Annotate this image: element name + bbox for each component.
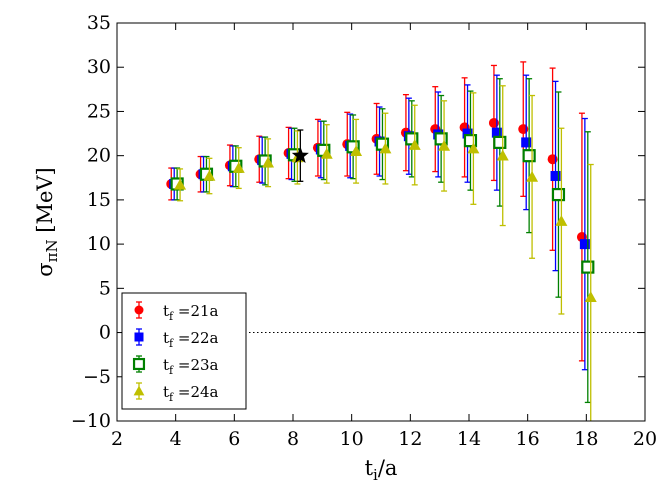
x-tick-label: 8 — [287, 428, 299, 450]
legend-entry: tf =22a — [134, 328, 219, 350]
x-tick-label: 12 — [398, 428, 422, 450]
y-tick-label: −10 — [71, 410, 111, 432]
data-point — [522, 149, 536, 163]
legend-label: tf =23a — [163, 356, 219, 377]
data-point — [463, 134, 478, 148]
legend-marker — [134, 332, 144, 342]
y-tick-label: 0 — [99, 322, 111, 344]
data-point — [434, 132, 448, 146]
data-point — [526, 170, 539, 182]
data-point — [550, 171, 561, 182]
y-tick-label: 30 — [87, 56, 111, 78]
legend-label: tf =22a — [163, 329, 219, 350]
x-tick-label: 6 — [228, 428, 240, 450]
data-point — [438, 139, 451, 151]
data-point — [467, 142, 480, 154]
legend-label: tf =21a — [163, 302, 219, 323]
data-point — [320, 147, 333, 159]
legend-label: tf =24a — [163, 383, 219, 404]
legend-marker — [134, 305, 144, 315]
data-point — [493, 135, 507, 149]
legend-entry: tf =23a — [132, 355, 219, 377]
y-tick-label: 5 — [99, 277, 111, 299]
data-point — [496, 149, 509, 161]
x-axis-label: ti/a — [365, 456, 398, 484]
data-point — [521, 137, 532, 148]
y-tick-label: 10 — [87, 233, 111, 255]
x-tick-label: 18 — [574, 428, 598, 450]
legend-entry: tf =24a — [133, 382, 219, 404]
data-point — [174, 178, 187, 190]
data-point — [579, 239, 590, 250]
x-tick-label: 4 — [170, 428, 182, 450]
x-tick-label: 2 — [111, 428, 123, 450]
x-tick-label: 10 — [340, 428, 364, 450]
y-tick-label: 25 — [87, 100, 111, 122]
data-point — [551, 187, 566, 202]
data-point — [232, 162, 245, 173]
data-point — [379, 142, 392, 154]
data-point — [555, 215, 568, 226]
x-tick-label: 14 — [457, 428, 481, 450]
highlight-point — [291, 129, 309, 182]
data-point — [462, 128, 473, 139]
plot-layer — [117, 61, 645, 421]
axis-ticks: 2 4 6 8 10 12 14 16 18 20 −10 −5 0 5 10 15 20 25 30 35 — [71, 12, 657, 450]
legend-entry: tf =21a — [134, 301, 219, 323]
legend-marker — [132, 357, 146, 371]
y-axis-label: σπN [MeV] — [33, 167, 61, 277]
y-tick-label: 20 — [87, 145, 111, 167]
legend-marker — [133, 385, 145, 396]
data-point — [203, 170, 216, 181]
x-tick-label: 16 — [516, 428, 540, 450]
data-point — [350, 145, 363, 157]
data-point — [581, 260, 595, 274]
x-tick-label: 20 — [633, 428, 657, 450]
legend: tf =21a tf =22a tf =23a tf =24a — [121, 292, 247, 410]
data-point — [262, 156, 275, 168]
data-point — [491, 127, 502, 138]
y-tick-label: 15 — [87, 189, 111, 211]
data-point — [584, 291, 597, 302]
star-marker — [291, 146, 309, 163]
data-point — [408, 139, 421, 150]
series-3 — [170, 78, 595, 404]
plot-frame — [116, 22, 646, 422]
y-tick-label: −5 — [83, 366, 111, 388]
y-tick-label: 35 — [87, 12, 111, 34]
